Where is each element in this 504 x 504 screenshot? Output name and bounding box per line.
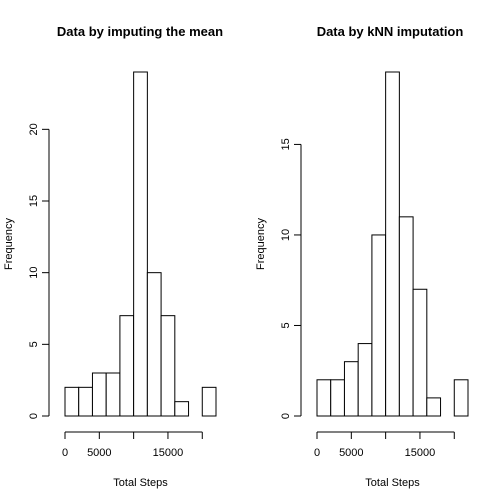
x-axis-label: Total Steps [365, 477, 420, 489]
panel-knn-imputation: Data by kNN imputation 0 5000 15000 Total St… [255, 24, 468, 489]
histogram-bar [147, 273, 161, 416]
panel-mean-imputation: Data by imputing the mean 0 5000 15000 Total… [3, 24, 223, 489]
y-tick-label: 0 [28, 413, 40, 419]
histogram-bar [65, 387, 79, 416]
histogram-bar [386, 72, 400, 416]
x-tick-label: 5000 [339, 447, 363, 459]
x-tick-label: 0 [62, 447, 68, 459]
histogram-bar [454, 380, 468, 416]
histogram-bar [427, 398, 441, 416]
histogram-bar [79, 387, 93, 416]
histogram-bar [106, 373, 120, 416]
x-tick-label: 15000 [153, 447, 184, 459]
histogram-bar [372, 235, 386, 416]
y-tick-label: 10 [28, 267, 40, 279]
chart-title: Data by kNN imputation [317, 24, 464, 39]
y-tick-label: 15 [280, 138, 292, 150]
x-tick-label: 15000 [405, 447, 436, 459]
y-tick-label: 0 [280, 413, 292, 419]
histogram-bar [92, 373, 106, 416]
histogram-bar [134, 72, 148, 416]
y-tick-label: 5 [28, 341, 40, 347]
y-tick-label: 10 [280, 229, 292, 241]
histogram-bar [202, 387, 216, 416]
y-tick-label: 5 [280, 322, 292, 328]
y-tick-label: 20 [28, 123, 40, 135]
histogram-bar [413, 289, 427, 416]
histogram-bar [344, 362, 358, 416]
x-axis-label: Total Steps [113, 477, 168, 489]
histogram-bar [161, 316, 175, 416]
histogram-bar [175, 402, 189, 416]
histogram-bar [399, 217, 413, 416]
y-axis-label: Frequency [3, 218, 15, 270]
y-tick-label: 15 [28, 195, 40, 207]
chart-title: Data by imputing the mean [57, 24, 223, 39]
histogram-bar [331, 380, 345, 416]
x-tick-label: 5000 [87, 447, 111, 459]
x-tick-label: 0 [314, 447, 320, 459]
y-axis-label: Frequency [255, 218, 267, 270]
histogram-bar [358, 344, 372, 416]
histogram-bar [120, 316, 134, 416]
histogram-bar [317, 380, 331, 416]
